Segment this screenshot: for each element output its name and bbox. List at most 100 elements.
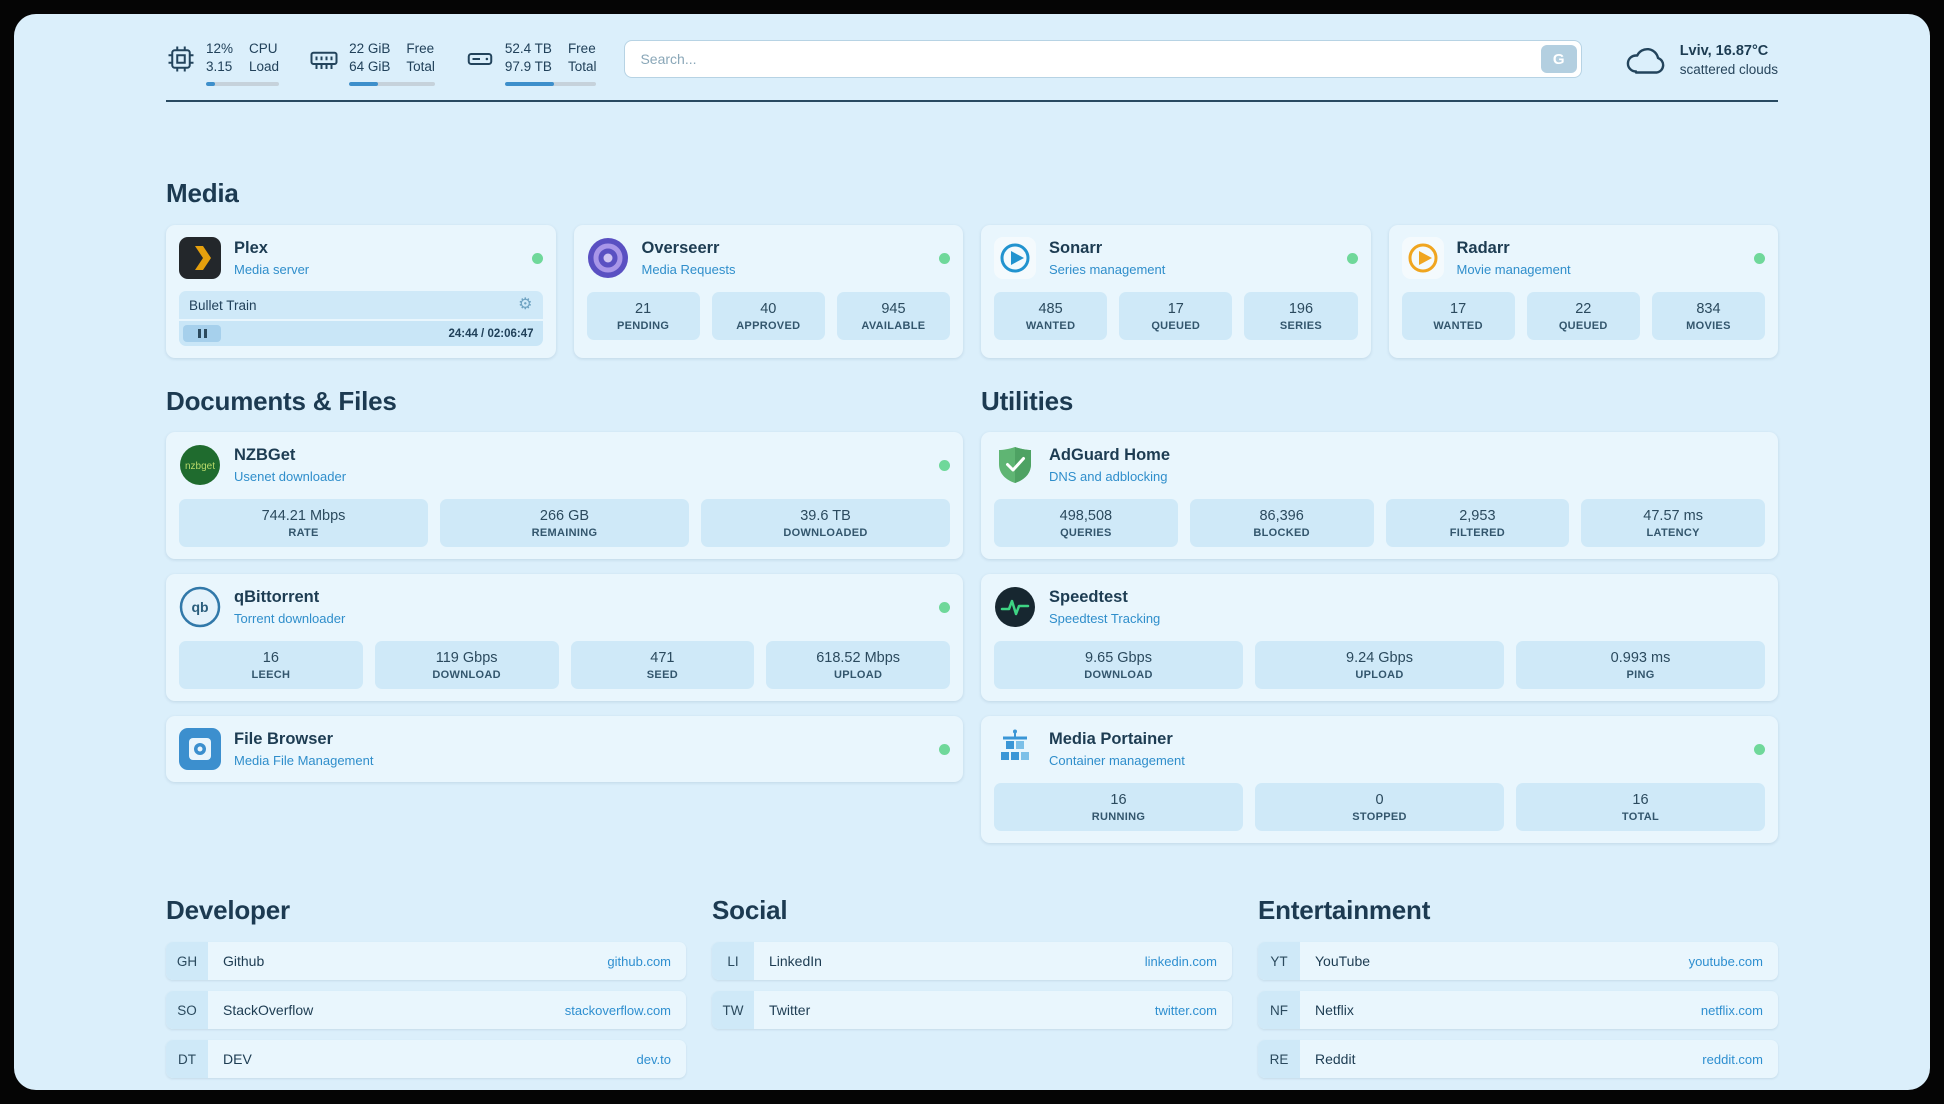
svg-text:qb: qb: [191, 599, 208, 615]
sonarr-title[interactable]: Sonarr: [1049, 239, 1103, 258]
stat-value: 16: [1632, 792, 1649, 809]
nzbget-title[interactable]: NZBGet: [234, 446, 296, 465]
bookmark-link[interactable]: netflix.com: [1700, 1002, 1763, 1018]
card-overseerr[interactable]: Overseerr Media Requests 21 PENDING 40 A…: [573, 225, 963, 359]
stat-filtered: 2,953 FILTERED: [1385, 499, 1570, 548]
card-portainer[interactable]: Media Portainer Container management 16 …: [981, 716, 1778, 844]
bookmark-netflix[interactable]: NF Netflix netflix.com: [1258, 991, 1778, 1030]
stat-queued: 17 QUEUED: [1119, 292, 1233, 341]
stat-blocked: 86,396 BLOCKED: [1189, 499, 1374, 548]
stat-queued: 22 QUEUED: [1526, 292, 1640, 341]
plex-icon: [179, 237, 221, 280]
overseerr-icon: [587, 238, 628, 279]
bookmark-github[interactable]: GH Github github.com: [166, 942, 686, 981]
bookmark-abbr: YT: [1258, 942, 1300, 981]
social-bookmark-list: LI LinkedIn linkedin.com TW Twitter twit…: [712, 942, 1232, 1030]
bookmark-link[interactable]: youtube.com: [1688, 953, 1763, 969]
stat-label: DOWNLOAD: [432, 669, 501, 682]
radarr-icon: [1401, 237, 1444, 280]
card-adguard[interactable]: AdGuard Home DNS and adblocking 498,508 …: [981, 432, 1778, 560]
section-developer: Developer GH Github github.com SO StackO…: [166, 895, 686, 1089]
stat-value: 196: [1288, 301, 1314, 318]
disk-widget: 52.4 TB Free 97.9 TB Total: [465, 40, 597, 87]
bookmark-dev[interactable]: DT DEV dev.to: [166, 1040, 686, 1079]
portainer-subtitle: Container management: [1049, 753, 1185, 769]
nzbget-icon: nzbget: [180, 445, 220, 486]
weather-text: Lviv, 16.87°C scattered clouds: [1680, 41, 1778, 80]
stat-label: LEECH: [251, 669, 291, 682]
bookmark-stackoverflow[interactable]: SO StackOverflow stackoverflow.com: [166, 991, 686, 1030]
stat-ping: 0.993 ms PING: [1516, 641, 1765, 690]
stat-value: 618.52 Mbps: [816, 650, 901, 667]
card-speedtest[interactable]: Speedtest Speedtest Tracking 9.65 Gbps D…: [981, 574, 1778, 702]
plex-title[interactable]: Plex: [234, 239, 268, 258]
stat-leech: 16 LEECH: [179, 641, 363, 690]
overseerr-header: Overseerr Media Requests: [587, 237, 950, 279]
stat-stopped: 0 STOPPED: [1255, 783, 1504, 832]
gear-icon[interactable]: ⚙: [518, 296, 533, 314]
card-plex[interactable]: Plex Media server Bullet Train ⚙ 24:44 /…: [166, 225, 556, 359]
portainer-icon: [1001, 729, 1029, 761]
plex-subtitle: Media server: [234, 262, 310, 278]
stat-value: 47.57 ms: [1643, 508, 1703, 525]
cloud-icon: [1626, 47, 1665, 74]
portainer-stats: 16 RUNNING 0 STOPPED 16 TOTAL: [994, 783, 1765, 832]
radarr-stats: 17 WANTED 22 QUEUED 834 MOVIES: [1401, 292, 1766, 341]
stat-label: QUERIES: [1060, 527, 1112, 540]
stat-value: 945: [881, 301, 906, 318]
stat-label: SEED: [646, 669, 678, 682]
bookmark-name: Reddit: [1315, 1051, 1356, 1068]
search-engine-button[interactable]: G: [1540, 45, 1577, 74]
nzbget-header: nzbget NZBGet Usenet downloader: [179, 444, 950, 486]
stat-label: WANTED: [1025, 320, 1076, 333]
card-radarr[interactable]: Radarr Movie management 17 WANTED 22 QUE…: [1388, 225, 1778, 359]
stat-label: DOWNLOAD: [1084, 669, 1153, 682]
bookmark-reddit[interactable]: RE Reddit reddit.com: [1258, 1040, 1778, 1079]
search-input[interactable]: [624, 40, 1582, 79]
stat-seed: 471 SEED: [570, 641, 755, 690]
stat-value: 9.24 Gbps: [1346, 650, 1413, 667]
portainer-status-dot: [1754, 743, 1765, 755]
stat-value: 744.21 Mbps: [261, 508, 346, 525]
adguard-stats: 498,508 QUERIES 86,396 BLOCKED 2,953 FIL…: [994, 499, 1765, 548]
bookmark-link[interactable]: linkedin.com: [1144, 953, 1217, 969]
qbittorrent-subtitle: Torrent downloader: [234, 611, 346, 627]
pause-button[interactable]: [183, 325, 221, 343]
adguard-titles: AdGuard Home DNS and adblocking: [1049, 446, 1170, 484]
weather-widget: Lviv, 16.87°C scattered clouds: [1624, 41, 1778, 80]
disk-stats: 52.4 TB Free 97.9 TB Total: [504, 40, 597, 87]
cpu-progress-bar: [206, 82, 280, 87]
bookmark-linkedin[interactable]: LI LinkedIn linkedin.com: [712, 942, 1232, 981]
card-qbittorrent[interactable]: qb qBittorrent Torrent downloader 16 LEE…: [166, 574, 963, 702]
adguard-subtitle: DNS and adblocking: [1049, 469, 1168, 485]
now-playing-title: Bullet Train: [189, 297, 257, 313]
speedtest-subtitle: Speedtest Tracking: [1049, 611, 1161, 627]
sonarr-subtitle: Series management: [1049, 262, 1166, 278]
portainer-titles: Media Portainer Container management: [1049, 730, 1185, 768]
bookmark-link[interactable]: stackoverflow.com: [564, 1002, 671, 1018]
card-sonarr[interactable]: Sonarr Series management 485 WANTED 17 Q…: [981, 225, 1371, 359]
radarr-title[interactable]: Radarr: [1456, 239, 1510, 258]
adguard-title[interactable]: AdGuard Home: [1049, 446, 1171, 465]
bookmark-link[interactable]: reddit.com: [1702, 1051, 1763, 1067]
bookmark-name: Twitter: [769, 1002, 811, 1019]
card-nzbget[interactable]: nzbget NZBGet Usenet downloader 744.21 M…: [166, 432, 963, 560]
cpu-widget: 12% CPU 3.15 Load: [166, 40, 280, 87]
speedtest-title[interactable]: Speedtest: [1049, 588, 1128, 607]
qbittorrent-status-dot: [939, 601, 950, 613]
resource-widgets: 12% CPU 3.15 Load: [166, 40, 597, 87]
bookmark-link[interactable]: github.com: [607, 953, 671, 969]
stat-label: AVAILABLE: [861, 320, 926, 333]
overseerr-subtitle: Media Requests: [641, 262, 736, 278]
card-filebrowser[interactable]: File Browser Media File Management: [166, 716, 963, 783]
stat-value: 9.65 Gbps: [1085, 650, 1152, 667]
filebrowser-title[interactable]: File Browser: [234, 730, 334, 749]
bookmark-link[interactable]: dev.to: [636, 1051, 671, 1067]
bookmark-twitter[interactable]: TW Twitter twitter.com: [712, 991, 1232, 1030]
overseerr-title[interactable]: Overseerr: [641, 239, 720, 258]
bookmark-link[interactable]: twitter.com: [1154, 1002, 1217, 1018]
qbittorrent-title[interactable]: qBittorrent: [234, 588, 320, 607]
bookmark-youtube[interactable]: YT YouTube youtube.com: [1258, 942, 1778, 981]
stat-value: 16: [1110, 792, 1127, 809]
portainer-title[interactable]: Media Portainer: [1049, 730, 1173, 749]
